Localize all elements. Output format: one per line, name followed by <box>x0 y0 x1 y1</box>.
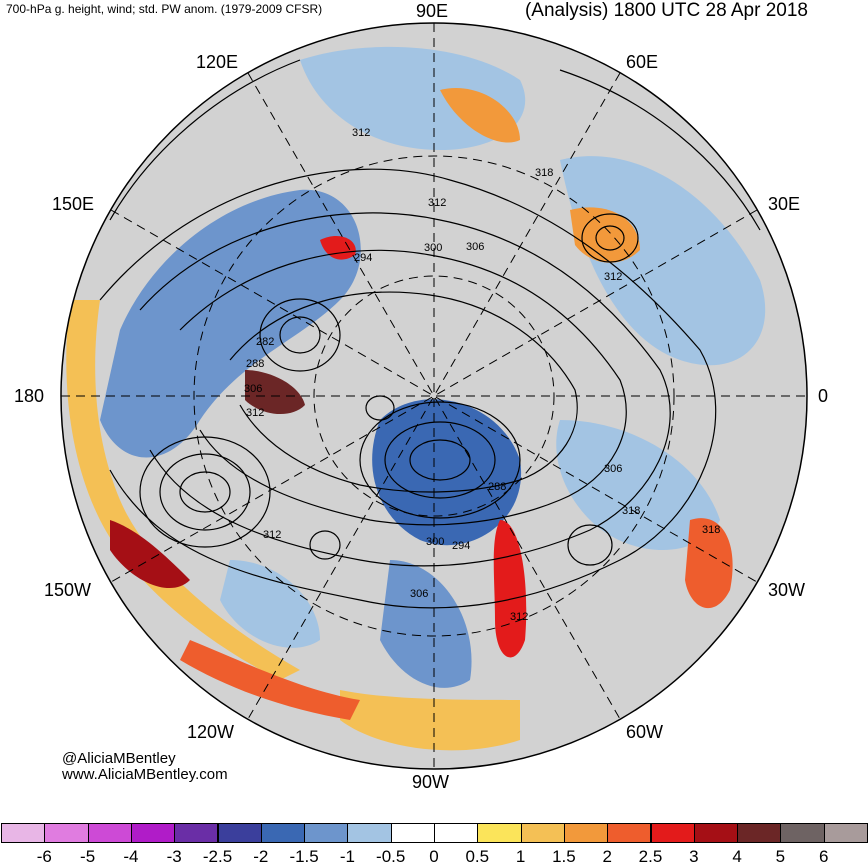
colorbar-tick-label: 1 <box>515 847 526 866</box>
colorbar-swatch <box>780 823 825 843</box>
map-title-left: 700-hPa g. height, wind; std. PW anom. (… <box>6 2 323 16</box>
colorbar-tick-label: 5 <box>775 847 786 866</box>
height-label: 306 <box>466 241 484 253</box>
map-border <box>60 22 808 770</box>
height-label: 288 <box>246 358 264 370</box>
lon-label-150e: 150E <box>52 194 95 214</box>
colorbar-swatch <box>44 823 89 843</box>
lon-label-60w: 60W <box>626 722 664 742</box>
colorbar-tick-label: -1.5 <box>289 847 319 866</box>
pw-anomaly-colorbar <box>0 823 868 845</box>
height-label: 282 <box>256 336 274 348</box>
lon-label-60e: 60E <box>626 52 659 72</box>
lon-label-180: 180 <box>14 386 45 406</box>
height-label: 312 <box>263 529 281 541</box>
pw-anomaly-negative <box>220 560 320 648</box>
colorbar-swatch <box>347 823 392 843</box>
height-label: 312 <box>510 611 528 623</box>
colorbar-swatch <box>737 823 782 843</box>
colorbar-tick-label: -6 <box>36 847 52 866</box>
height-label: 318 <box>535 167 553 179</box>
lon-label-0: 0 <box>818 386 829 406</box>
height-label: 306 <box>410 588 428 600</box>
pw-anomaly-positive <box>320 235 356 260</box>
height-label: 318 <box>702 524 720 536</box>
colorbar-tick-label: 6 <box>818 847 829 866</box>
colorbar-swatch <box>650 823 695 843</box>
colorbar-tick-label: -2 <box>253 847 269 866</box>
height-label: 312 <box>604 271 622 283</box>
height-label: 318 <box>622 505 640 517</box>
lon-label-30w: 30W <box>768 580 806 600</box>
pw-anomaly-negative <box>556 420 720 550</box>
colorbar-swatch <box>563 823 609 843</box>
lon-label-120w: 120W <box>187 722 235 742</box>
colorbar-swatch <box>304 823 349 843</box>
pw-anomaly-negative <box>100 189 361 458</box>
colorbar-swatch <box>520 823 565 843</box>
colorbar-tick-label: 0.5 <box>465 847 490 866</box>
map-title-right: (Analysis) 1800 UTC 28 Apr 2018 <box>524 0 808 21</box>
height-label: 288 <box>488 481 506 493</box>
colorbar-swatch <box>217 823 262 843</box>
pw-anomaly-negative <box>560 156 766 366</box>
colorbar-swatch <box>260 823 306 843</box>
pw-anomaly-positive <box>685 518 733 609</box>
colorbar-tick-label: 2.5 <box>638 847 663 866</box>
pw-anomaly-positive <box>440 88 520 143</box>
colorbar-tick-label: 0 <box>429 847 439 866</box>
lon-label-120e: 120E <box>196 52 239 72</box>
height-label: 312 <box>428 197 446 209</box>
colorbar-tick-label: -4 <box>123 847 139 866</box>
pw-anomaly-positive <box>180 640 360 720</box>
credit-handle: @AliciaMBentley <box>62 750 176 767</box>
colorbar-tick-label: 4 <box>732 847 742 866</box>
pw-anomaly-positive <box>245 370 305 415</box>
colorbar-swatch <box>477 823 522 843</box>
pw-anomaly-positive <box>66 300 300 680</box>
colorbar-swatch <box>823 823 868 843</box>
height-label: 306 <box>244 383 262 395</box>
pw-anomaly-positive <box>340 690 520 751</box>
colorbar-tick-label: -5 <box>80 847 96 866</box>
height-label: 300 <box>424 242 442 254</box>
graticule <box>61 23 807 769</box>
height-label: 294 <box>354 252 372 264</box>
height-label: 306 <box>604 463 622 475</box>
colorbar-tick-label: -2.5 <box>202 847 233 866</box>
lon-label-30e: 30E <box>768 194 801 214</box>
height-label-layer: 312 318 312 300 306 294 282 288 306 312 … <box>244 127 720 623</box>
height-label: 312 <box>352 127 370 139</box>
colorbar-tick-label: -3 <box>166 847 182 866</box>
lon-label-150w: 150W <box>44 580 92 600</box>
colorbar-tick-label: 1.5 <box>552 847 576 866</box>
height-label: 300 <box>426 536 444 548</box>
pw-anomaly-negative <box>380 560 472 688</box>
colorbar-swatch <box>434 823 479 843</box>
colorbar-swatch <box>1 823 46 843</box>
colorbar-tick-label: 3 <box>689 847 699 866</box>
height-label: 294 <box>452 540 470 552</box>
height-label: 312 <box>246 407 264 419</box>
lon-label-90w: 90W <box>412 772 450 792</box>
colorbar-swatch <box>174 823 219 843</box>
colorbar-swatch <box>87 823 132 843</box>
colorbar-swatch <box>130 823 176 843</box>
pw-anomaly-positive <box>570 207 640 263</box>
credit-site: www.AliciaMBentley.com <box>62 766 228 783</box>
lon-label-90e: 90E <box>416 1 449 21</box>
colorbar-tick-label: 2 <box>602 847 612 866</box>
colorbar-tick-label: -1 <box>339 847 355 866</box>
colorbar-swatch <box>390 823 435 843</box>
colorbar-swatch <box>693 823 739 843</box>
colorbar-tick-label: -0.5 <box>376 847 406 866</box>
colorbar-swatch <box>607 823 652 843</box>
